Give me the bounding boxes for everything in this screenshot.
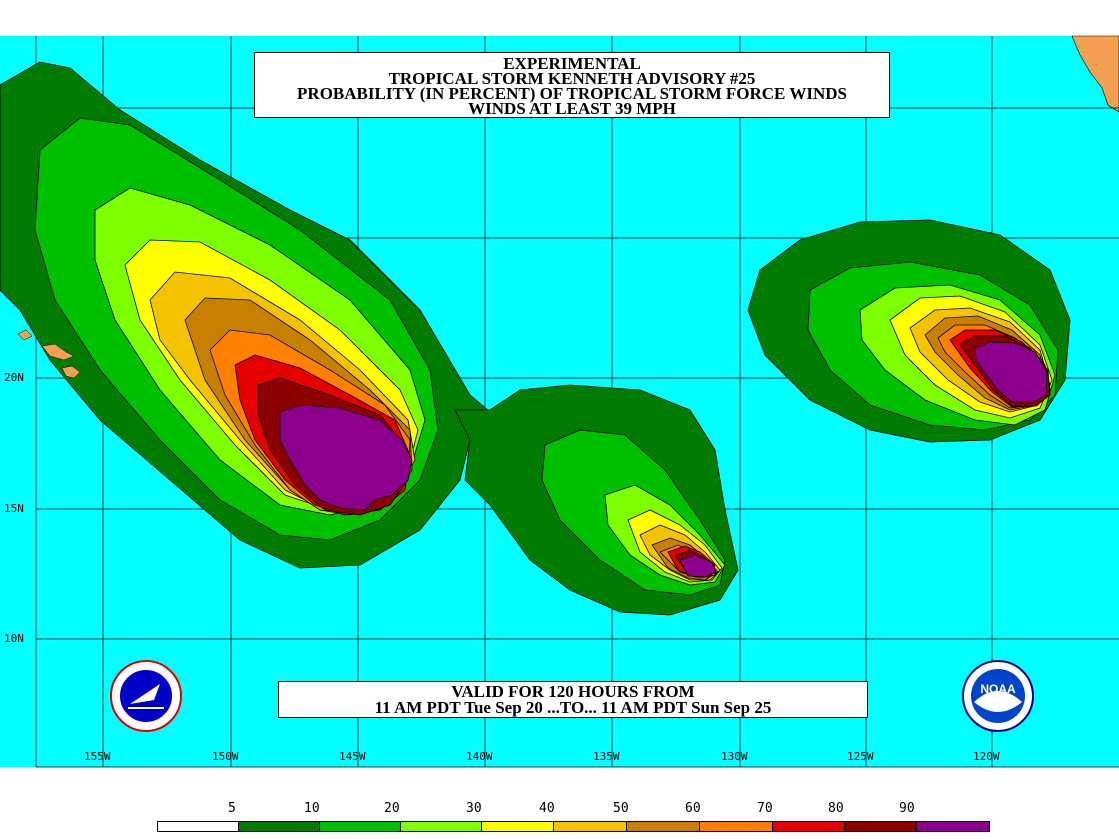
legend-swatch-50-60 <box>627 822 700 831</box>
lon-label-130w: 130W <box>721 750 748 763</box>
valid-line-1: VALID FOR 120 HOURS FROM <box>451 682 695 701</box>
legend-label-50: 50 <box>613 801 629 816</box>
title-line-2: TROPICAL STORM KENNETH ADVISORY #25 <box>388 69 756 88</box>
lat-label-15n: 15N <box>4 502 24 515</box>
legend-swatch-30-40 <box>482 822 554 831</box>
legend-swatch-0-5 <box>158 822 239 831</box>
title-box: EXPERIMENTAL TROPICAL STORM KENNETH ADVI… <box>254 52 890 118</box>
noaa-logo-text: NOAA <box>980 682 1016 696</box>
legend-label-80: 80 <box>828 801 844 816</box>
lon-label-125w: 125W <box>847 750 874 763</box>
legend-label-90: 90 <box>899 801 915 816</box>
lon-label-150w: 150W <box>212 750 239 763</box>
legend-label-10: 10 <box>304 801 320 816</box>
title-line-1: EXPERIMENTAL <box>503 54 641 73</box>
lon-label-120w: 120W <box>973 750 1000 763</box>
legend-label-20: 20 <box>384 801 400 816</box>
legend-label-60: 60 <box>685 801 701 816</box>
lat-label-20n: 20N <box>4 371 24 384</box>
lon-label-140w: 140W <box>466 750 493 763</box>
nws-logo <box>110 660 182 732</box>
title-line-3: PROBABILITY (IN PERCENT) OF TROPICAL STO… <box>297 84 847 103</box>
legend-label-5: 5 <box>228 801 236 816</box>
eastern-swath <box>747 219 1071 443</box>
title-line-4: WINDS AT LEAST 39 MPH <box>468 99 676 118</box>
legend-swatch-90-100 <box>917 822 989 831</box>
legend-swatch-60-70 <box>700 822 773 831</box>
legend-swatch-70-80 <box>773 822 845 831</box>
lon-label-145w: 145W <box>339 750 366 763</box>
legend-swatch-5-10 <box>239 822 320 831</box>
legend-swatch-20-30 <box>401 822 482 831</box>
legend-label-70: 70 <box>757 801 773 816</box>
probability-map <box>0 35 1119 768</box>
hawaii-islands <box>17 329 81 379</box>
legend-label-30: 30 <box>466 801 482 816</box>
western-swath <box>0 61 491 569</box>
legend-label-40: 40 <box>539 801 555 816</box>
legend-color-bar <box>157 821 990 832</box>
legend-swatch-10-20 <box>320 822 401 831</box>
legend-swatch-40-50 <box>554 822 627 831</box>
noaa-logo: NOAA <box>962 660 1034 732</box>
legend-swatch-80-90 <box>845 822 917 831</box>
lat-label-10n: 10N <box>4 632 24 645</box>
valid-period-box: VALID FOR 120 HOURS FROM 11 AM PDT Tue S… <box>278 681 868 718</box>
valid-line-2: 11 AM PDT Tue Sep 20 ...TO... 11 AM PDT … <box>374 698 772 717</box>
lon-label-135w: 135W <box>593 750 620 763</box>
middle-swath <box>454 384 739 616</box>
mexico-landmass <box>1071 35 1119 113</box>
lon-label-155w: 155W <box>84 750 111 763</box>
